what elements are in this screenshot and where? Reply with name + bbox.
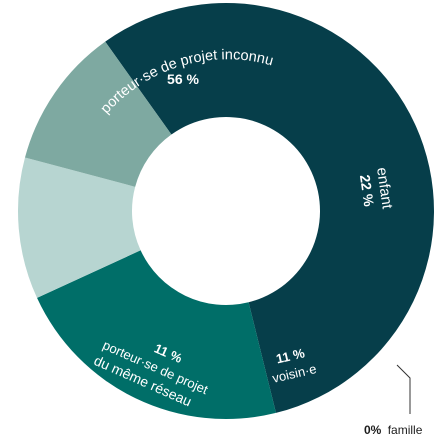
famille-name-label: famille bbox=[388, 423, 423, 437]
enfant-pct-label: 22 % bbox=[357, 174, 377, 208]
donut-slice-0 bbox=[105, 3, 435, 413]
donut-slice-3 bbox=[24, 41, 172, 187]
enfant-label-group: enfant 22 % bbox=[357, 166, 396, 210]
famille-pct-label: 0% bbox=[364, 423, 382, 437]
donut-slices bbox=[18, 3, 435, 419]
inconnu-pct-label: 56 % bbox=[167, 71, 199, 87]
enfant-name-label: enfant bbox=[373, 166, 396, 210]
donut-slice-2 bbox=[18, 157, 141, 298]
donut-slice-1 bbox=[37, 250, 276, 419]
voisin-pct-label: 11 % bbox=[275, 345, 307, 366]
famille-label: 0% famille bbox=[364, 423, 423, 437]
famille-leader-line bbox=[396, 364, 411, 414]
